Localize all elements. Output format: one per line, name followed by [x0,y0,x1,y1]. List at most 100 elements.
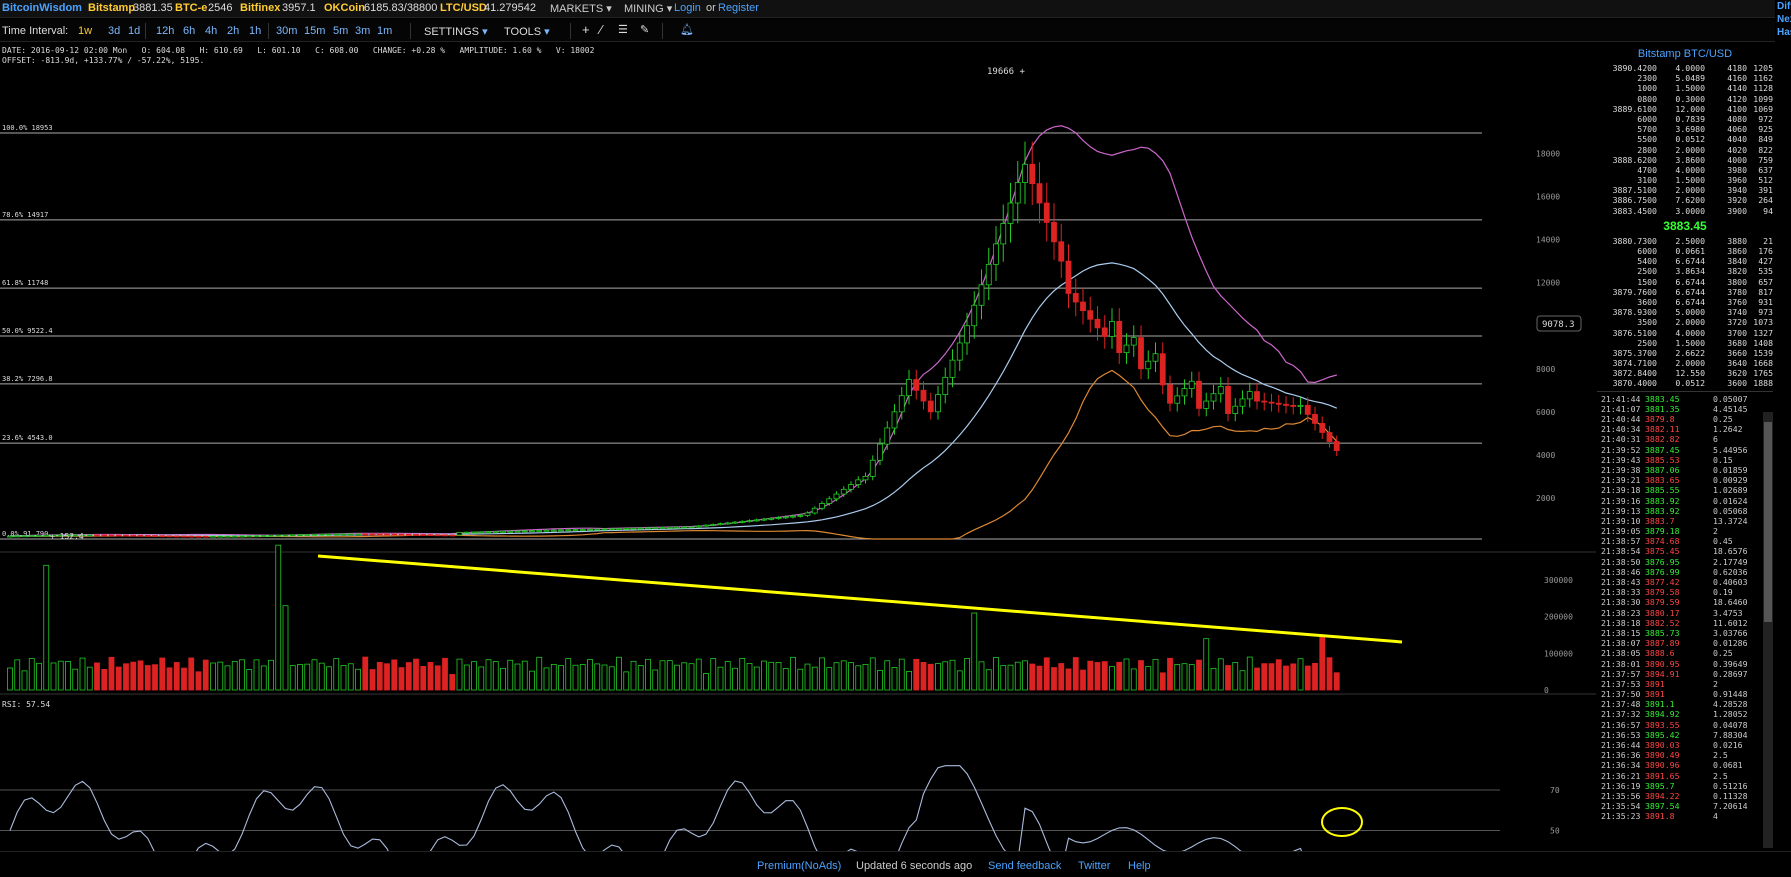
order-row[interactable]: 3880.7300 2.5000 3880 21 [1597,236,1773,246]
order-row[interactable]: 4700 4.0000 3980 637 [1597,165,1773,175]
order-book-title[interactable]: Bitstamp BTC/USD [1637,48,1733,60]
order-row[interactable]: 3870.4000 0.0512 3600 1888 [1597,378,1773,388]
interval-30m[interactable]: 30m [276,25,298,37]
trade-row: 21:38:07 3887.89 0.01286 [1597,638,1773,648]
ticker-name[interactable]: LTC/USD [440,2,487,14]
order-row[interactable]: 3883.4500 3.0000 3900 94 [1597,206,1773,216]
trade-amount: 2.5 [1713,770,1728,781]
trade-price: 3876.95 [1645,556,1680,567]
candle-body [594,528,601,531]
interval-1h[interactable]: 1h [249,25,262,37]
order-row[interactable]: 2500 1.5000 3680 1408 [1597,338,1773,348]
pencil-tool-icon[interactable]: ✎ [640,24,650,36]
candle-body [927,400,934,413]
settings-menu[interactable]: SETTINGS ▾ [424,25,488,38]
trades-scrollbar[interactable] [1763,412,1773,848]
ticker-name[interactable]: BTC-e [175,2,208,14]
rsi-tick: 70 [1550,786,1560,795]
order-row[interactable]: 3879.7600 6.6744 3780 817 [1597,287,1773,297]
interval-12h[interactable]: 12h [156,25,175,37]
candle-body [1254,391,1260,402]
order-row[interactable]: 2500 3.8634 3820 535 [1597,266,1773,276]
order-cell: 1327 [1753,327,1773,338]
price-chart[interactable]: 100.0% 18953 78.6% 14917 61.8% 11748 50.0% … [0,45,1596,851]
markets-menu[interactable]: MARKETS ▾ [550,2,612,15]
interval-3d[interactable]: 3d [108,25,121,37]
volume-bar [971,612,978,691]
trade-row: 21:38:05 3888.6 0.25 [1597,648,1773,658]
order-row[interactable]: 3889.6100 12.000 4100 1069 [1597,104,1773,114]
order-row[interactable]: 1000 1.5000 4140 1128 [1597,83,1773,93]
candle-body [28,535,35,537]
order-row[interactable]: 3887.5100 2.0000 3940 391 [1597,185,1773,195]
login-link[interactable]: Login [674,2,701,14]
twitter-link[interactable]: Twitter [1078,860,1111,872]
mining-menu[interactable]: MINING ▾ [624,2,672,15]
volume-bar [674,664,680,691]
interval-1d[interactable]: 1d [128,25,141,37]
scrollbar-thumb[interactable] [1764,422,1772,622]
order-row[interactable]: 3600 6.6744 3760 931 [1597,297,1773,307]
order-row[interactable]: 1500 6.6744 3800 657 [1597,277,1773,287]
fibonacci-tool-icon[interactable]: ☰ [618,24,628,36]
order-row[interactable]: 2300 5.0489 4160 1162 [1597,73,1773,83]
tools-menu[interactable]: TOOLS ▾ [504,25,550,38]
volume-bar [326,666,332,691]
trade-row: 21:39:10 3883.7 13.3724 [1597,516,1773,526]
candle-body [558,529,564,532]
order-row[interactable]: 3874.7100 2.0000 3640 1668 [1597,358,1773,368]
brand-logo[interactable]: BitcoinWisdom [2,2,82,14]
order-row[interactable]: 3500 2.0000 3720 1073 [1597,317,1773,327]
candle-body [1080,301,1086,312]
candle-body [942,376,949,396]
interval-1m[interactable]: 1m [377,25,393,37]
order-row[interactable]: 3875.3700 2.6622 3660 1539 [1597,348,1773,358]
order-cell: 1500 [1637,276,1657,287]
line-tool-icon[interactable]: ⁄ [600,22,603,37]
volume-bar [1261,663,1268,691]
order-row[interactable]: 5400 6.6744 3840 427 [1597,256,1773,266]
volume-bar [318,662,325,691]
order-row[interactable]: 3876.5100 4.0000 3700 1327 [1597,328,1773,338]
interval-4h[interactable]: 4h [205,25,218,37]
volume-bar [848,662,854,691]
order-row[interactable]: 6000 0.0661 3860 176 [1597,246,1773,256]
order-row[interactable]: 3878.9300 5.0000 3740 973 [1597,307,1773,317]
help-link[interactable]: Help [1128,860,1151,872]
order-row[interactable]: 3888.6200 3.8600 4000 759 [1597,155,1773,165]
interval-1w[interactable]: 1w [78,25,93,37]
candle-body [355,533,361,536]
interval-3m[interactable]: 3m [355,25,371,37]
interval-15m[interactable]: 15m [304,25,326,37]
order-row[interactable]: 5500 0.0512 4040 849 [1597,134,1773,144]
ticker-name[interactable]: OKCoin [324,2,365,14]
ticker-name[interactable]: Bitstamp [88,2,136,14]
candle-body [7,535,13,538]
order-row[interactable]: 3872.8400 12.550 3620 1765 [1597,368,1773,378]
volume-bar [391,659,398,691]
interval-5m[interactable]: 5m [333,25,349,37]
premium-link[interactable]: Premium(NoAds) [757,860,842,872]
ticker-name[interactable]: Bitfinex [240,2,281,14]
interval-6h[interactable]: 6h [183,25,196,37]
feedback-link[interactable]: Send feedback [988,860,1062,872]
bell-icon[interactable]: 🔔︎ [680,24,694,36]
volume-bar [869,657,876,691]
order-row[interactable]: 2800 2.0000 4020 822 [1597,145,1773,155]
candle-body [775,517,782,520]
order-cell: 3878.9300 [1612,307,1657,318]
interval-2h[interactable]: 2h [227,25,240,37]
order-row[interactable]: 3890.4200 4.0000 4180 1205 [1597,63,1773,73]
order-row[interactable]: 0800 0.3000 4120 1099 [1597,94,1773,104]
order-row[interactable]: 6000 0.7839 4080 972 [1597,114,1773,124]
volume-trend-line[interactable] [317,554,1403,644]
order-row[interactable]: 3100 1.5000 3960 512 [1597,175,1773,185]
order-cell: 4040 [1727,134,1747,145]
candle-body [1174,395,1181,404]
register-link[interactable]: Register [718,2,759,14]
crosshair-tool-icon[interactable]: + [582,22,590,37]
order-row[interactable]: 5700 3.6980 4060 925 [1597,124,1773,134]
order-row[interactable]: 3886.7500 7.6200 3920 264 [1597,195,1773,205]
trade-time: 21:40:34 [1601,424,1641,435]
volume-bar [304,663,311,691]
